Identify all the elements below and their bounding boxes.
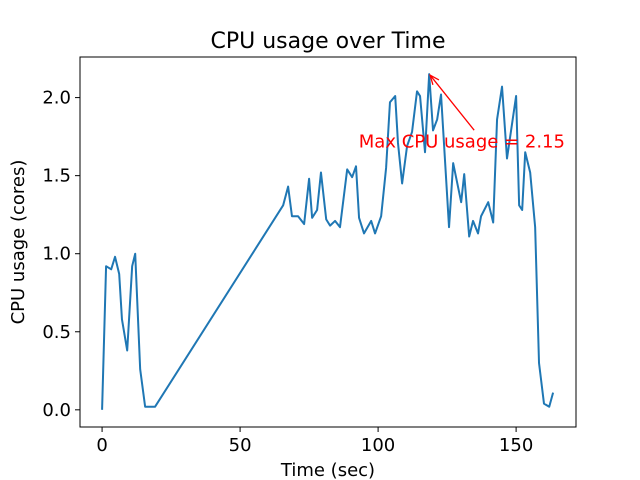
y-tick-label: 2.0: [42, 88, 71, 109]
x-tick-label: 100: [361, 435, 395, 456]
x-tick-label: 150: [499, 435, 533, 456]
x-tick-label: 0: [96, 435, 107, 456]
cpu-usage-line: [101, 73, 555, 410]
annotation-arrowhead: [429, 73, 440, 85]
annotation-arrow: [429, 74, 475, 131]
chart-title: CPU usage over Time: [211, 29, 446, 54]
y-tick-label: 0.5: [42, 322, 71, 343]
plot-frame: [79, 56, 577, 428]
x-axis-ticks: 0 50 100 150: [96, 427, 533, 456]
y-axis-label: CPU usage (cores): [8, 160, 29, 325]
x-tick-label: 50: [229, 435, 252, 456]
max-annotation-text: Max CPU usage = 2.15: [359, 132, 565, 153]
y-tick-label: 1.5: [42, 166, 71, 187]
y-axis-ticks: 0.0 0.5 1.0 1.5 2.0: [42, 88, 80, 421]
y-tick-label: 1.0: [42, 244, 71, 265]
y-tick-label: 0.0: [42, 400, 71, 421]
x-axis-label: Time (sec): [280, 460, 375, 480]
